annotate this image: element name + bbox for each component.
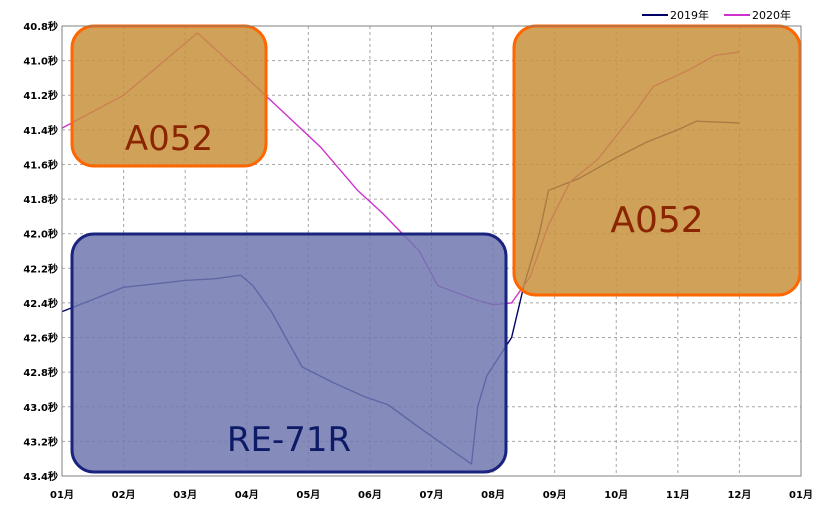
y-tick-label: 41.8秒 xyxy=(23,193,58,206)
x-tick-label: 02月 xyxy=(112,489,136,501)
y-tick-label: 40.8秒 xyxy=(23,20,58,33)
y-tick-label: 43.2秒 xyxy=(23,435,58,448)
x-tick-label: 10月 xyxy=(604,489,628,501)
x-tick-label: 08月 xyxy=(481,489,505,501)
x-tick-label: 01月 xyxy=(50,489,74,501)
annotation-box xyxy=(70,232,508,474)
plot-frame xyxy=(61,25,802,477)
annotation-box xyxy=(512,24,802,297)
x-tick-label: 03月 xyxy=(173,489,197,501)
annotation-boxes: A052 A052 RE-71R xyxy=(70,24,802,474)
y-tick-label: 43.4秒 xyxy=(23,470,58,483)
y-tick-label: 41.0秒 xyxy=(23,55,58,68)
y-tick-label: 42.8秒 xyxy=(23,366,58,379)
y-tick-label: 42.2秒 xyxy=(23,262,58,275)
y-tick-label: 41.4秒 xyxy=(23,124,58,137)
legend-entry: 2020年 xyxy=(752,8,791,22)
y-tick-label: 42.6秒 xyxy=(23,332,58,345)
x-axis-tick-labels: 01月 02月 03月 04月 05月 06月 07月 08月 09月 10月 11月 12月 01月 xyxy=(50,489,813,501)
x-tick-label: 11月 xyxy=(666,489,690,501)
y-axis-tick-labels: 40.8秒 41.0秒 41.2秒 41.4秒 41.6秒 41.8秒 42.0秒 42.2秒… xyxy=(23,20,58,483)
x-tick-label: 05月 xyxy=(296,489,320,501)
x-tick-label: 09月 xyxy=(543,489,567,501)
y-tick-label: 42.4秒 xyxy=(23,297,58,310)
x-tick-label: 07月 xyxy=(420,489,444,501)
y-tick-label: 41.6秒 xyxy=(23,158,58,171)
x-tick-label: 12月 xyxy=(727,489,751,501)
legend-entry: 2019年 xyxy=(670,8,709,22)
annotation-label: RE-71R xyxy=(227,420,351,460)
annotation-label: A052 xyxy=(610,200,703,241)
x-tick-label: 01月 xyxy=(789,489,813,501)
y-tick-label: 42.0秒 xyxy=(23,228,58,241)
annotation-label: A052 xyxy=(125,119,213,159)
y-tick-label: 41.2秒 xyxy=(23,89,58,102)
y-tick-label: 43.0秒 xyxy=(23,401,58,414)
x-tick-label: 06月 xyxy=(358,489,382,501)
x-tick-label: 04月 xyxy=(235,489,259,501)
legend: 2019年 2020年 xyxy=(642,8,791,22)
